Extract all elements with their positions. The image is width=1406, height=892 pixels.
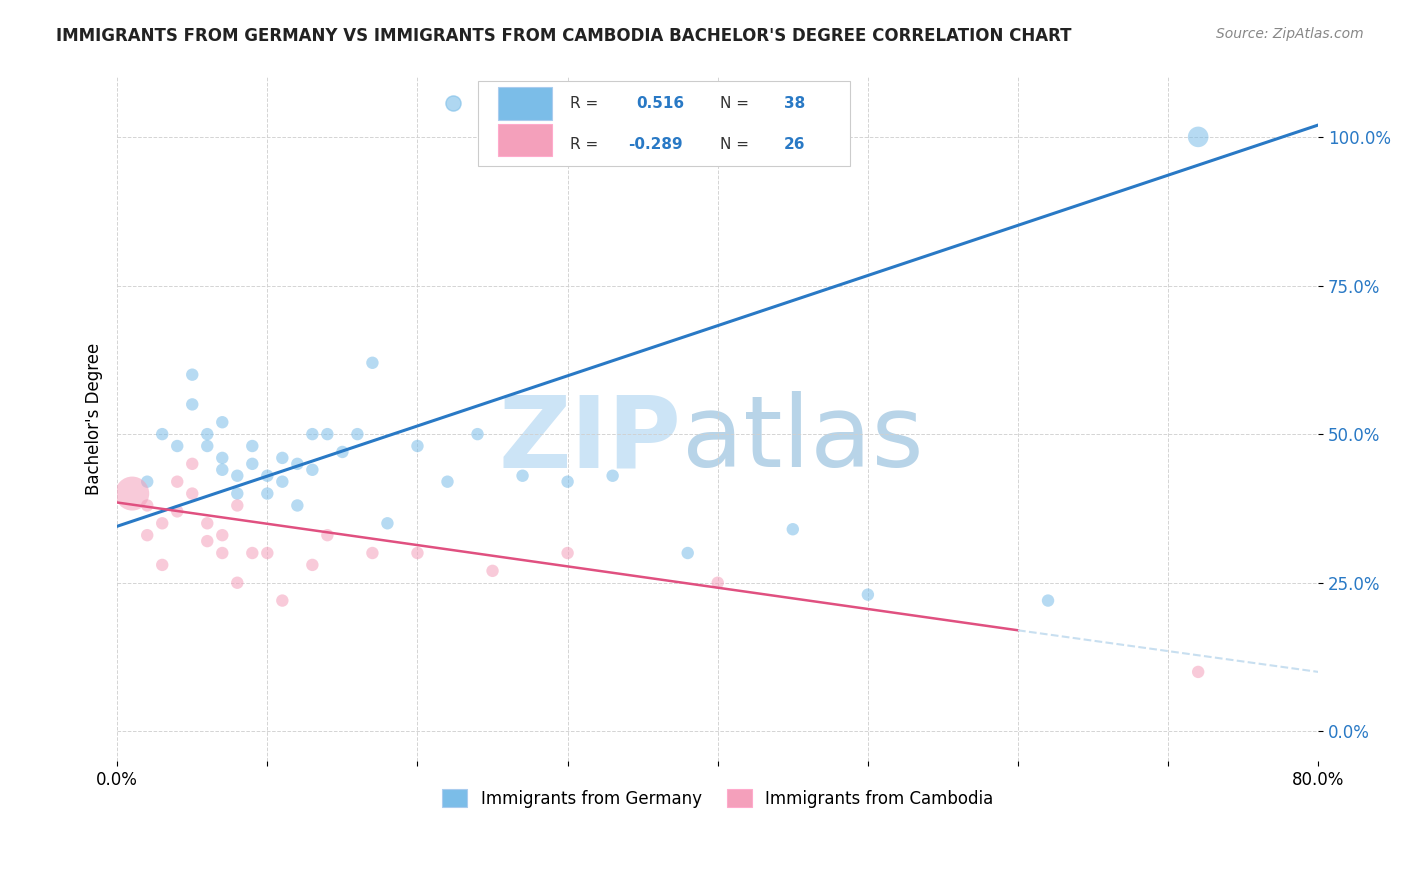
Text: atlas: atlas — [682, 392, 924, 488]
Point — [271, 593, 294, 607]
Point — [346, 427, 368, 442]
Point — [195, 516, 218, 531]
Point — [256, 486, 278, 500]
Text: 26: 26 — [783, 136, 806, 152]
Point — [301, 558, 323, 572]
Text: Source: ZipAtlas.com: Source: ZipAtlas.com — [1216, 27, 1364, 41]
Point — [271, 475, 294, 489]
Point — [226, 468, 249, 483]
Point — [856, 588, 879, 602]
Point — [121, 486, 143, 500]
Point — [557, 546, 579, 560]
Point — [195, 534, 218, 549]
Point — [301, 427, 323, 442]
Point — [136, 499, 159, 513]
Point — [526, 153, 548, 167]
Point — [285, 499, 308, 513]
Point — [211, 528, 233, 542]
Point — [481, 564, 503, 578]
Point — [150, 516, 173, 531]
Point — [211, 463, 233, 477]
Point — [211, 450, 233, 465]
Point — [181, 397, 204, 411]
Point — [316, 427, 339, 442]
Point — [467, 427, 489, 442]
Point — [285, 457, 308, 471]
Point — [195, 439, 218, 453]
Point — [240, 439, 263, 453]
Point — [676, 546, 699, 560]
Text: 0.516: 0.516 — [636, 95, 685, 111]
Text: N =: N = — [720, 95, 749, 111]
Point — [316, 528, 339, 542]
Point — [211, 415, 233, 429]
Point — [782, 522, 804, 536]
Text: N =: N = — [720, 136, 749, 152]
Point — [226, 499, 249, 513]
Point — [436, 475, 458, 489]
Point — [166, 475, 188, 489]
Point — [706, 575, 728, 590]
Point — [136, 475, 159, 489]
Point — [226, 575, 249, 590]
Point — [181, 457, 204, 471]
Point — [181, 368, 204, 382]
Point — [557, 475, 579, 489]
Point — [226, 486, 249, 500]
Point — [136, 528, 159, 542]
Text: ZIP: ZIP — [499, 392, 682, 488]
Point — [1187, 665, 1209, 679]
Text: R =: R = — [569, 136, 598, 152]
Text: R =: R = — [569, 95, 598, 111]
Text: 38: 38 — [783, 95, 806, 111]
FancyBboxPatch shape — [478, 81, 849, 166]
Point — [1036, 593, 1059, 607]
Point — [256, 468, 278, 483]
Point — [240, 546, 263, 560]
Point — [377, 516, 399, 531]
Point — [150, 427, 173, 442]
Point — [240, 457, 263, 471]
Point — [602, 468, 624, 483]
Point — [332, 445, 354, 459]
Point — [271, 450, 294, 465]
Point — [361, 356, 384, 370]
Point — [181, 486, 204, 500]
Point — [256, 546, 278, 560]
Point — [150, 558, 173, 572]
Point — [1187, 129, 1209, 144]
Point — [406, 439, 429, 453]
Point — [166, 439, 188, 453]
Point — [211, 546, 233, 560]
Text: -0.289: -0.289 — [627, 136, 682, 152]
Text: IMMIGRANTS FROM GERMANY VS IMMIGRANTS FROM CAMBODIA BACHELOR'S DEGREE CORRELATIO: IMMIGRANTS FROM GERMANY VS IMMIGRANTS FR… — [56, 27, 1071, 45]
Legend: Immigrants from Germany, Immigrants from Cambodia: Immigrants from Germany, Immigrants from… — [436, 783, 1000, 814]
Point — [406, 546, 429, 560]
Bar — [498, 87, 553, 120]
Y-axis label: Bachelor's Degree: Bachelor's Degree — [86, 343, 103, 495]
Point — [195, 427, 218, 442]
Point — [512, 468, 534, 483]
Bar — [498, 123, 553, 156]
Point — [166, 504, 188, 518]
Point — [361, 546, 384, 560]
Point — [301, 463, 323, 477]
